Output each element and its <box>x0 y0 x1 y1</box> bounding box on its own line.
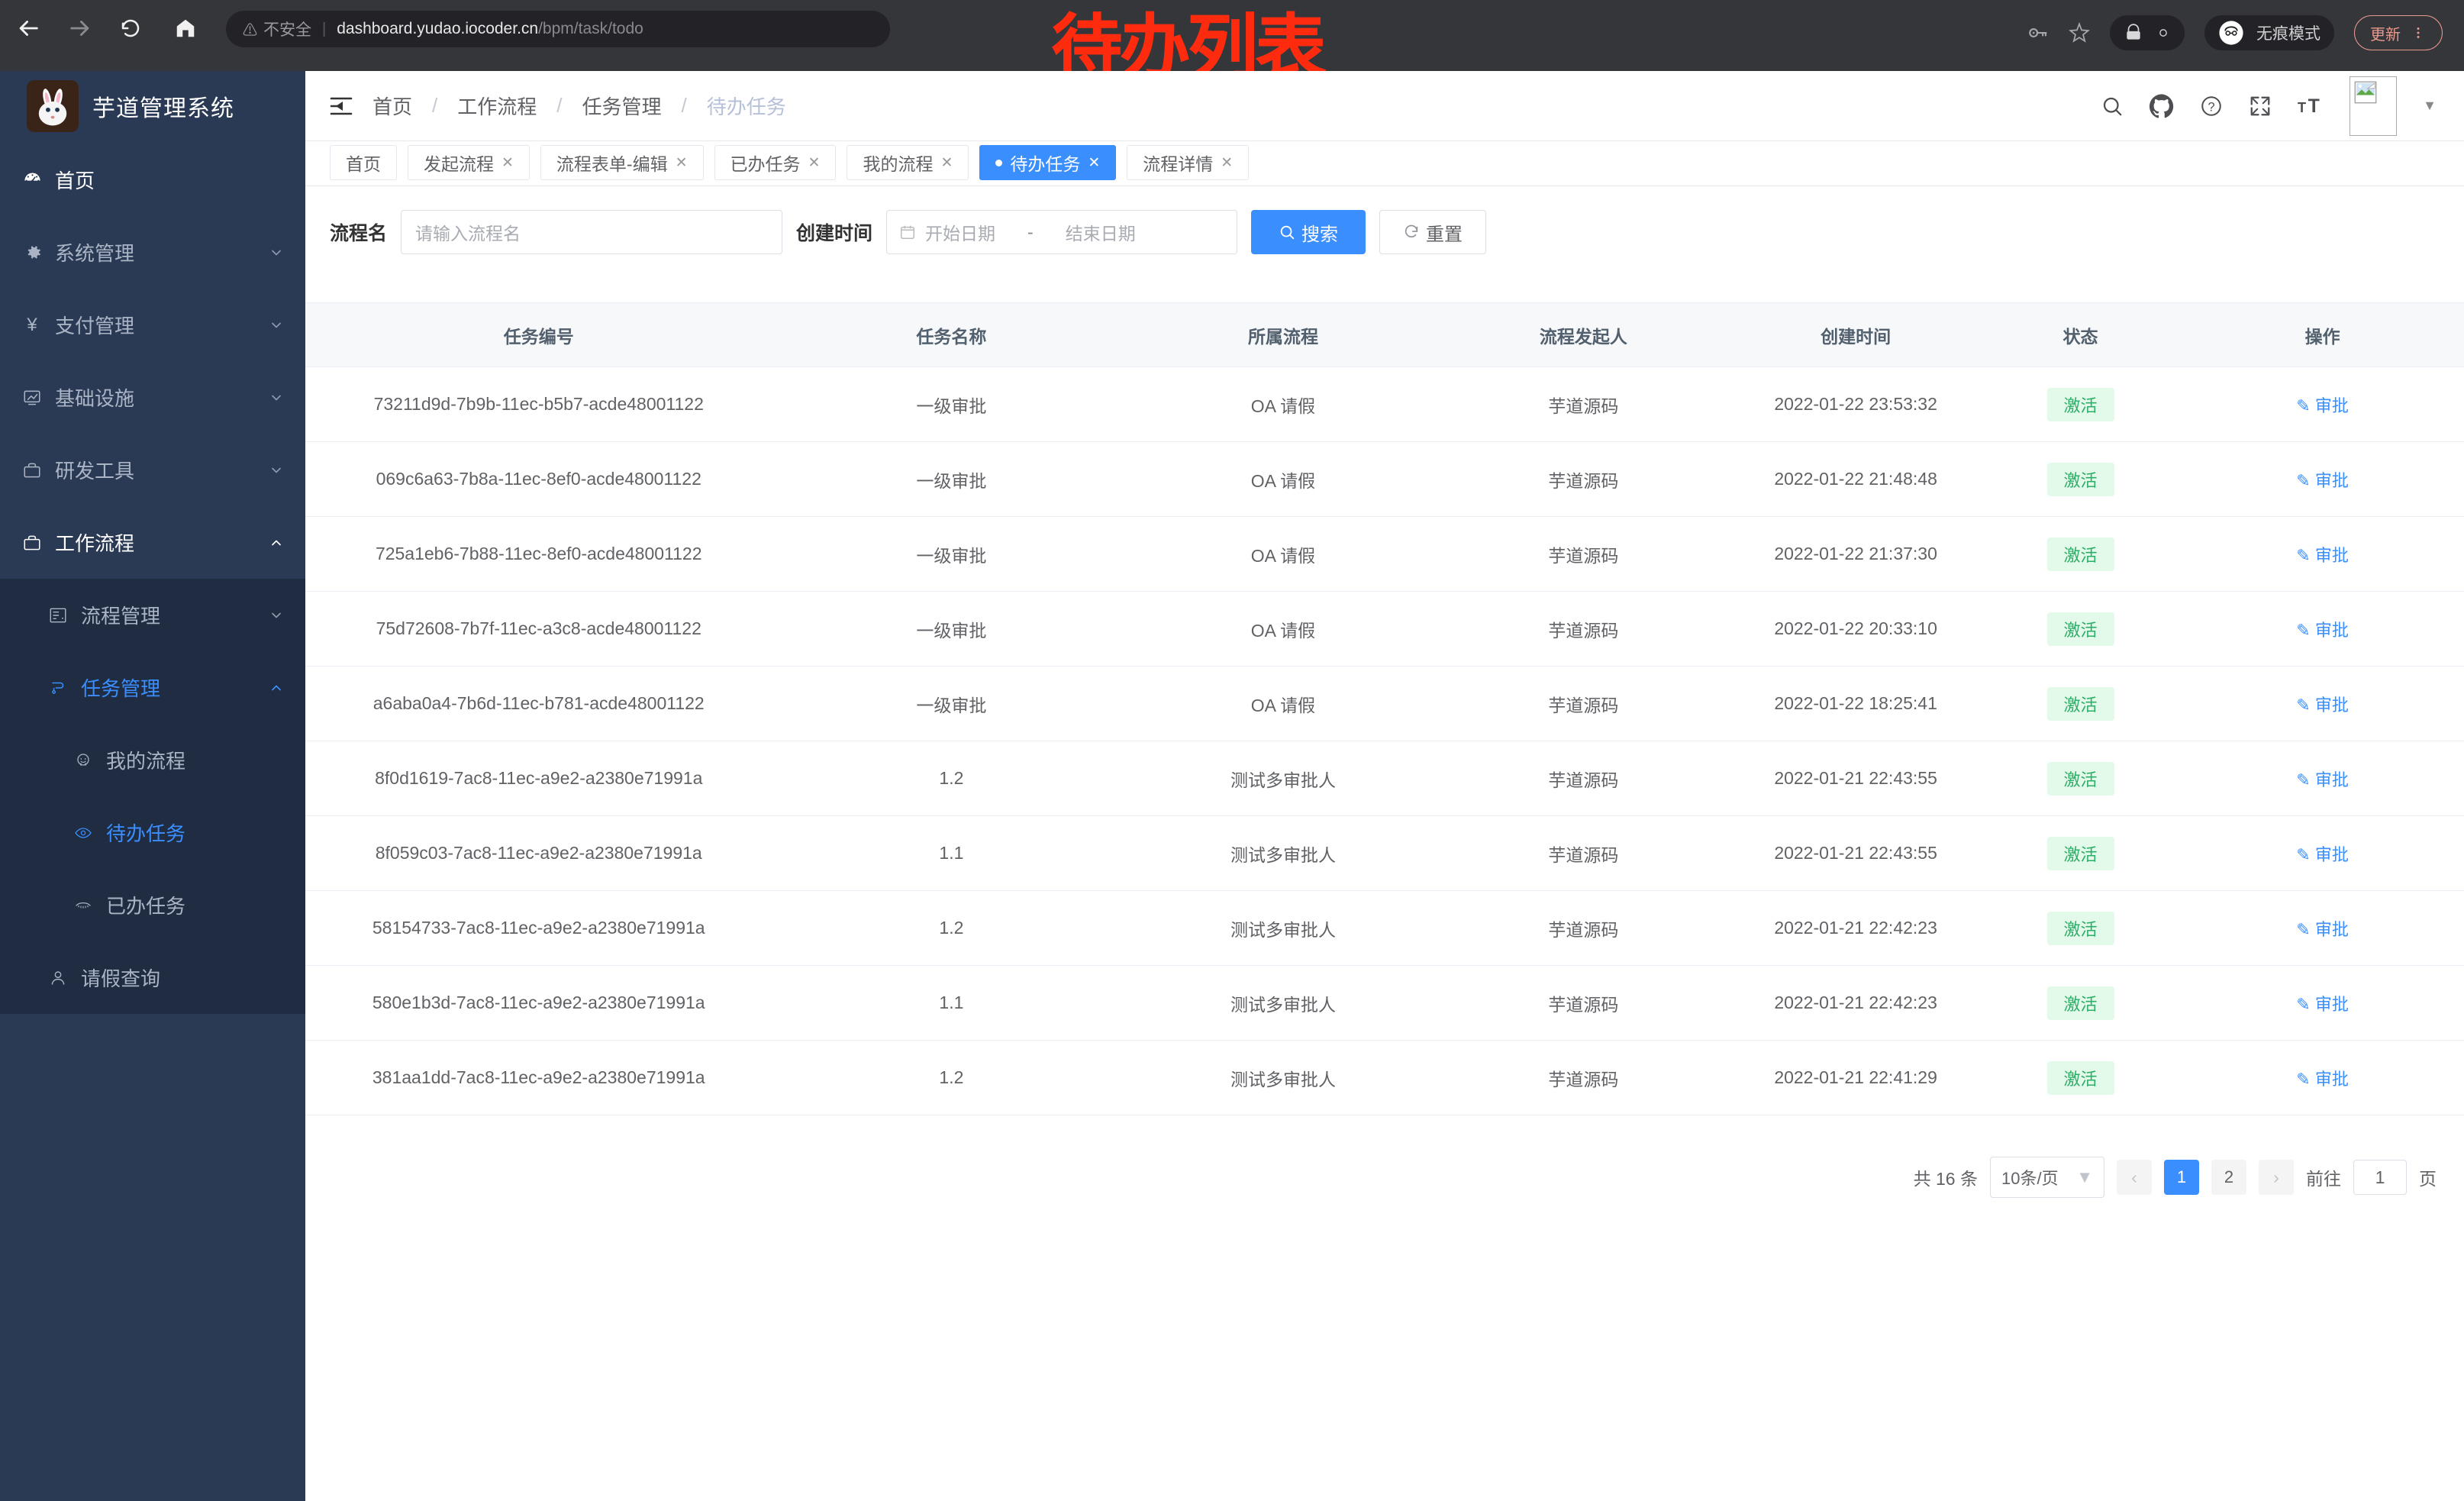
svg-text:?: ? <box>2208 100 2215 114</box>
svg-text:T: T <box>2308 95 2320 116</box>
svg-text:T: T <box>2298 99 2306 115</box>
